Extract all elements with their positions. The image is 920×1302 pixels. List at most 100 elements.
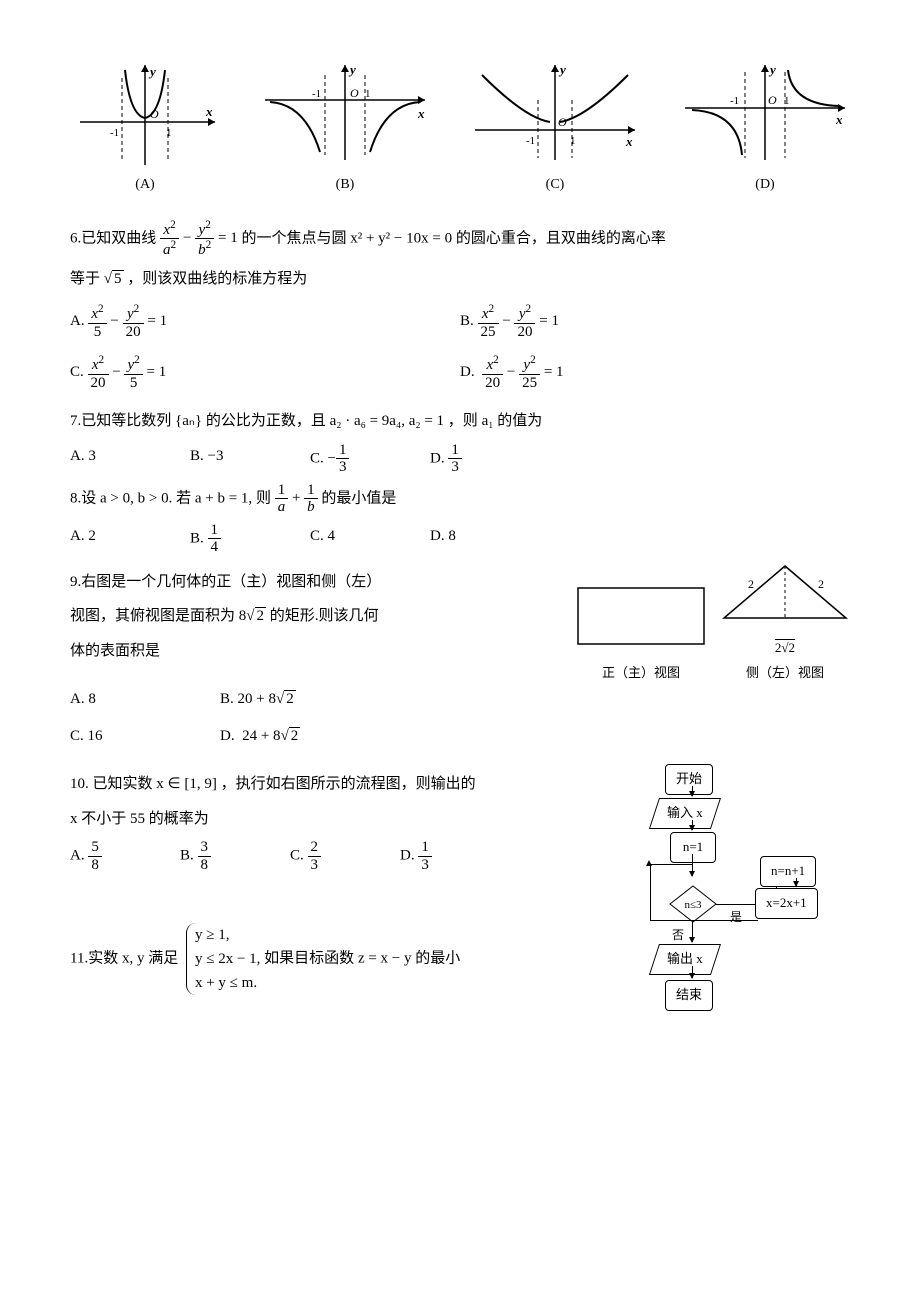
svg-text:x: x bbox=[625, 134, 633, 149]
q7-seq: {aₙ} bbox=[175, 413, 202, 429]
q6-choice-a: A. x25 − y220 = 1 bbox=[70, 303, 460, 340]
fig-c: O -1 1 y x (C) bbox=[470, 60, 640, 199]
q6-text-3: 的圆心重合，且双曲线的离心率 bbox=[456, 230, 666, 246]
q8-b: B. 14 bbox=[190, 522, 270, 556]
side-caption-wrap: 2√2 侧（左）视图 bbox=[720, 636, 850, 685]
side-right-label: 2 bbox=[818, 577, 824, 591]
side-view: 2 2 2√2 侧（左）视图 bbox=[720, 562, 850, 686]
q7-d: D. 13 bbox=[430, 442, 510, 476]
svg-text:1: 1 bbox=[784, 95, 790, 107]
q7-stem: 7.已知等比数列 {aₙ} 的公比为正数，且 a₂ · a₆ = 9a₄, a₂… bbox=[70, 407, 850, 436]
q9-b: B. 20 + 82 bbox=[220, 685, 300, 714]
svg-text:x: x bbox=[835, 112, 843, 127]
graph-a-svg: O -1 1 y x bbox=[70, 60, 220, 170]
q6-ecc: 5 bbox=[112, 270, 124, 287]
fig-d-label: (D) bbox=[680, 172, 850, 199]
svg-text:y: y bbox=[768, 62, 776, 77]
q11-obj: z = x − y bbox=[358, 951, 412, 967]
q6-stem-2: 等于 5 ，则该双曲线的标准方程为 bbox=[70, 265, 850, 294]
q7-ask: a₁ bbox=[482, 413, 494, 429]
front-view: 正（主）视图 bbox=[576, 586, 706, 685]
x-arrow bbox=[208, 118, 215, 126]
q8-d: D. 8 bbox=[430, 522, 510, 556]
q10-line2: x 不小于 55 的概率为 bbox=[70, 805, 590, 834]
side-base-label: 2√2 bbox=[775, 640, 795, 655]
q6-circle-eq: x² + y² − 10x = 0 bbox=[350, 230, 452, 246]
flow-arrow-r1 bbox=[796, 878, 797, 886]
fig-d: O -1 1 y x (D) bbox=[680, 60, 850, 199]
tick-neg: -1 bbox=[110, 127, 119, 139]
flow-end: 结束 bbox=[665, 980, 713, 1011]
q6-text-2: 的一个焦点与圆 bbox=[241, 230, 346, 246]
fig-b: O -1 1 y x (B) bbox=[260, 60, 430, 199]
q10-b: B. 38 bbox=[180, 839, 260, 873]
front-caption: 正（主）视图 bbox=[576, 661, 706, 686]
q6-text-5: ，则该双曲线的标准方程为 bbox=[127, 271, 307, 287]
q9-line3: 体的表面积是 bbox=[70, 637, 556, 666]
q6-choices: A. x25 − y220 = 1 B. x225 − y220 = 1 C. … bbox=[70, 303, 850, 391]
origin-label: O bbox=[150, 107, 159, 121]
q10-choices: A. 58 B. 38 C. 23 D. 13 bbox=[70, 839, 590, 873]
x-label: x bbox=[205, 104, 213, 119]
tick-pos: 1 bbox=[166, 127, 172, 139]
q9-choices: A. 8 B. 20 + 82 bbox=[70, 685, 850, 714]
fig-c-label: (C) bbox=[470, 172, 640, 199]
flow-update-x: x=2x+1 bbox=[755, 888, 818, 919]
q11-b1: y ≥ 1, bbox=[195, 923, 260, 947]
q11-vars: x, y bbox=[122, 951, 145, 967]
flow-no-arrow bbox=[692, 922, 693, 942]
flow-arrow-2 bbox=[692, 820, 693, 830]
q9-c: C. 16 bbox=[70, 722, 150, 751]
flow-output: 输出 x bbox=[649, 944, 721, 975]
q6-text-1: 6.已知双曲线 bbox=[70, 230, 156, 246]
q9-line2: 视图，其俯视图是面积为 82 的矩形.则该几何 bbox=[70, 602, 556, 631]
flowchart: 开始 输入 x n=1 n≤3 是 n=n+1 x=2x+1 否 输出 x 结 bbox=[610, 764, 850, 1064]
q7-c: C. −13 bbox=[310, 442, 390, 476]
flow-arrow-end bbox=[692, 966, 693, 978]
svg-text:-1: -1 bbox=[526, 135, 535, 147]
graph-b-svg: O -1 1 y x bbox=[260, 60, 430, 170]
q8-c: C. 4 bbox=[310, 522, 390, 556]
q11-b2: y ≤ 2x − 1, bbox=[195, 947, 260, 971]
q6-choice-d: D. x220 − y225 = 1 bbox=[460, 354, 850, 391]
flow-back-v bbox=[650, 864, 651, 920]
graph-c-svg: O -1 1 y x bbox=[470, 60, 640, 170]
q7-choices: A. 3 B. −3 C. −13 D. 13 bbox=[70, 442, 850, 476]
q10-d: D. 13 bbox=[400, 839, 480, 873]
q7-cond: a₂ · a₆ = 9a₄, a₂ = 1 bbox=[330, 413, 444, 429]
q6-stem: 6.已知双曲线 x2a2 − y2b2 = 1 的一个焦点与圆 x² + y² … bbox=[70, 219, 850, 259]
svg-text:-1: -1 bbox=[730, 95, 739, 107]
q8-choices: A. 2 B. 14 C. 4 D. 8 bbox=[70, 522, 850, 556]
y-label: y bbox=[148, 64, 156, 79]
q11-stem: 11.实数 x, y 满足 y ≥ 1, y ≤ 2x − 1, x + y ≤… bbox=[70, 923, 590, 995]
q9-block: 9.右图是一个几何体的正（主）视图和侧（左） 视图，其俯视图是面积为 82 的矩… bbox=[70, 562, 850, 686]
q9-choices-2: C. 16 D. 24 + 82 bbox=[70, 722, 850, 751]
q6-choice-c: C. x220 − y25 = 1 bbox=[70, 354, 460, 391]
svg-text:y: y bbox=[558, 62, 566, 77]
svg-text:y: y bbox=[348, 62, 356, 77]
figure-options-row: O -1 1 y x (A) O -1 1 y x (B) bbox=[70, 60, 850, 199]
flow-update-n: n=n+1 bbox=[760, 856, 816, 887]
svg-text:O: O bbox=[558, 115, 567, 129]
q8-a: A. 2 bbox=[70, 522, 150, 556]
svg-text:1: 1 bbox=[365, 88, 371, 100]
flow-init: n=1 bbox=[670, 832, 716, 863]
q9-views: 正（主）视图 2 2 2√2 侧（左）视图 bbox=[576, 562, 850, 686]
svg-text:1: 1 bbox=[570, 135, 576, 147]
flow-back-arrowhead bbox=[646, 860, 652, 866]
side-left-label: 2 bbox=[748, 577, 754, 591]
q10-a: A. 58 bbox=[70, 839, 150, 873]
graph-d-svg: O -1 1 y x bbox=[680, 60, 850, 170]
q6-choice-b: B. x225 − y220 = 1 bbox=[460, 303, 850, 340]
q9-a: A. 8 bbox=[70, 685, 150, 714]
q10-c: C. 23 bbox=[290, 839, 370, 873]
svg-text:O: O bbox=[350, 86, 359, 100]
q6-rhs: = 1 bbox=[218, 230, 238, 246]
q7-b: B. −3 bbox=[190, 442, 270, 476]
flow-yes-label: 是 bbox=[730, 906, 742, 929]
y-arrow bbox=[141, 65, 149, 72]
q8-stem: 8.设 a > 0, b > 0. 若 a + b = 1, 则 1a + 1b… bbox=[70, 482, 850, 516]
q10-stem: 10. 已知实数 x ∈ [1, 9] ，执行如右图所示的流程图，则输出的 bbox=[70, 770, 590, 799]
q11-brace: y ≥ 1, y ≤ 2x − 1, x + y ≤ m. bbox=[186, 923, 260, 995]
q10-block: 10. 已知实数 x ∈ [1, 9] ，执行如右图所示的流程图，则输出的 x … bbox=[70, 764, 850, 1064]
